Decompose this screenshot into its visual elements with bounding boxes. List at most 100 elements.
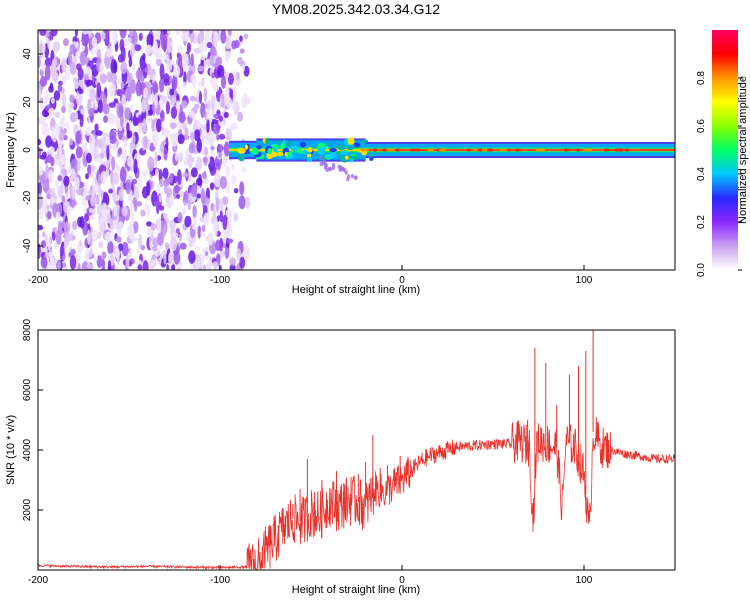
- noise-blob: [41, 52, 46, 60]
- noise-blob: [171, 232, 179, 238]
- noise-blob: [136, 248, 140, 254]
- band-blotch: [290, 145, 299, 152]
- noise-blob: [215, 239, 222, 252]
- noise-blob: [63, 233, 68, 249]
- band-speckle: [564, 148, 570, 152]
- noise-blob: [143, 135, 148, 148]
- noise-blob: [159, 63, 165, 80]
- noise-blob: [163, 73, 170, 84]
- noise-blob: [118, 243, 124, 252]
- noise-blob: [184, 127, 189, 140]
- noise-blob: [47, 211, 52, 220]
- noise-blob: [88, 207, 94, 214]
- band-blotch: [297, 148, 303, 155]
- noise-blob: [42, 206, 48, 215]
- noise-blob: [233, 188, 239, 194]
- noise-blob: [85, 173, 89, 180]
- noise-blob: [128, 249, 132, 260]
- noise-blob: [158, 194, 162, 203]
- noise-blob: [170, 132, 179, 147]
- noise-blob: [161, 123, 165, 129]
- band-speckle: [541, 148, 546, 152]
- noise-blob: [191, 223, 198, 231]
- band-speckle: [414, 148, 422, 152]
- noise-blob: [93, 256, 98, 262]
- noise-blob: [146, 227, 154, 237]
- noise-blob: [79, 114, 84, 128]
- noise-blob: [154, 92, 158, 109]
- noise-blob: [52, 41, 61, 52]
- band-blotch: [306, 156, 313, 163]
- noise-blob: [94, 123, 99, 132]
- noise-blob: [194, 245, 200, 251]
- noise-blob: [178, 54, 183, 70]
- noise-blob: [236, 78, 242, 85]
- noise-blob: [180, 242, 187, 250]
- noise-blob: [97, 99, 104, 114]
- noise-blob: [100, 31, 106, 40]
- noise-blob: [83, 182, 88, 198]
- noise-blob: [169, 122, 177, 130]
- noise-blob: [166, 38, 172, 54]
- band-speckle: [619, 148, 624, 152]
- noise-blob: [156, 118, 162, 133]
- noise-blob: [202, 170, 207, 180]
- noise-blob: [51, 97, 55, 104]
- noise-blob: [108, 188, 113, 194]
- noise-blob: [109, 218, 114, 234]
- noise-blob: [80, 83, 87, 90]
- snr-panel: -200 -100 0 100 8000 6000 4000 2000 Height of …: [5, 318, 676, 596]
- noise-blob: [61, 75, 67, 86]
- noise-blob: [172, 74, 178, 91]
- noise-blob: [102, 103, 110, 115]
- noise-blob: [99, 73, 107, 84]
- noise-blob: [226, 37, 231, 49]
- band-blotch: [286, 141, 292, 147]
- noise-blob: [55, 211, 61, 220]
- noise-blob: [163, 147, 168, 161]
- noise-blob: [59, 244, 64, 257]
- noise-blob: [199, 30, 205, 44]
- noise-blob: [118, 147, 122, 156]
- noise-blob: [124, 107, 132, 120]
- noise-blob: [38, 138, 42, 146]
- noise-blob: [54, 153, 61, 160]
- band-wisp: [324, 161, 328, 167]
- noise-blob: [230, 123, 234, 132]
- noise-blob: [85, 152, 92, 164]
- noise-blob: [64, 66, 71, 81]
- noise-blob: [98, 222, 105, 235]
- noise-blob: [176, 193, 180, 199]
- noise-blob: [182, 53, 189, 69]
- noise-blob: [42, 179, 50, 193]
- snr-x-tick-label: 100: [576, 575, 593, 586]
- band-blotch: [329, 152, 338, 158]
- noise-blob: [152, 81, 159, 95]
- band-wisp: [319, 155, 323, 160]
- band-blotch: [287, 151, 293, 156]
- noise-blob: [132, 134, 136, 145]
- noise-blob: [63, 221, 71, 234]
- noise-blob: [229, 257, 236, 266]
- noise-blob: [95, 145, 99, 155]
- noise-blob: [113, 203, 118, 217]
- noise-blob: [91, 170, 97, 181]
- noise-blob: [41, 122, 50, 138]
- noise-blob: [101, 251, 107, 260]
- noise-blob: [62, 262, 66, 268]
- noise-blob: [51, 58, 58, 67]
- noise-blob: [80, 108, 87, 115]
- noise-blob: [110, 58, 118, 75]
- noise-blob: [239, 35, 243, 42]
- spectrogram-x-label: Height of straight line (km): [292, 284, 420, 296]
- band-speckle: [613, 148, 621, 152]
- noise-blob: [188, 143, 195, 154]
- noise-blob: [54, 122, 61, 137]
- noise-blob: [102, 94, 107, 106]
- band-blotch: [244, 144, 249, 150]
- noise-blob: [142, 53, 146, 61]
- band-wisp: [354, 175, 358, 180]
- noise-blob: [223, 141, 230, 157]
- band-blotch: [280, 142, 286, 150]
- noise-blob: [65, 121, 70, 131]
